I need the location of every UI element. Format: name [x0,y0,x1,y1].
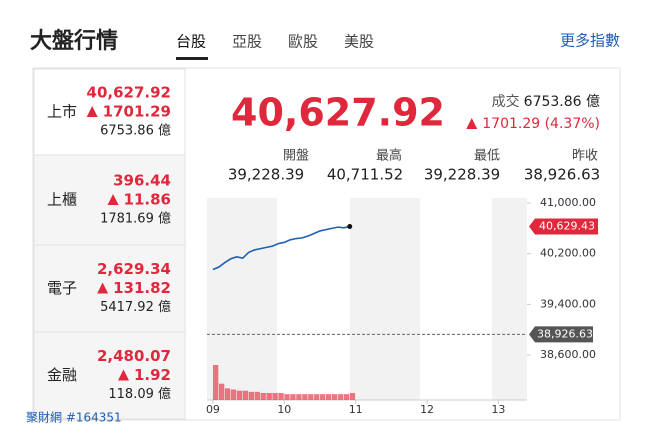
stat-value: 39,228.39 [228,166,304,184]
stat-value: 38,926.63 [524,166,600,184]
index-row[interactable] [33,154,186,246]
index-row[interactable] [33,331,186,420]
index-price: 396.44 [113,172,171,190]
stat-value: 40,711.52 [327,166,403,184]
stat-value: 39,228.39 [424,166,500,184]
volume-bar [314,394,320,400]
index-row[interactable] [33,244,186,333]
quote-volume: 6753.86 億 [524,94,600,110]
prev-close-tag [529,326,593,343]
y-tick-label: 40,200.00 [540,247,596,260]
market-tab[interactable]: 歐股 [288,33,318,51]
index-name: 上櫃 [47,191,77,209]
volume-bar [212,365,219,400]
volume-bar [296,394,302,400]
last-price-tag [529,218,598,235]
y-tick-label: 41,000.00 [540,196,596,209]
volume-bar [308,394,314,400]
session-band [207,198,277,400]
volume-bar [278,393,284,400]
index-price: 40,627.92 [87,84,171,102]
index-amount: 118.09 億 [108,386,171,402]
prev-close-label: 38,926.63 [537,327,593,340]
x-tick-label: 09 [206,403,220,416]
index-name: 金融 [47,366,77,384]
index-change: 1.92 [134,366,171,384]
active-tab-underline [176,57,208,60]
volume-bar [325,394,332,400]
last-point [347,224,353,230]
stat-label: 最高 [376,148,402,164]
index-price: 2,480.07 [97,347,171,365]
index-amount: 5417.92 億 [100,299,171,315]
up-arrow [117,369,129,381]
session-band [492,198,527,400]
quote-price: 40,627.92 [231,91,445,135]
volume-bar [302,394,308,400]
volume-bar [236,390,243,400]
index-amount: 6753.86 億 [100,123,171,139]
x-tick-label: 10 [277,403,291,416]
index-change: 1701.29 [103,103,171,121]
page-title: 大盤行情 [30,28,118,54]
last-price-label: 40,629.43 [539,220,595,233]
volume-bar [331,394,338,400]
y-tick-label: 38,600.00 [540,348,596,361]
up-arrow [107,194,119,205]
volume-bar [224,388,231,400]
more-indices-link[interactable]: 更多指數 [560,32,620,50]
volume-bar [230,389,237,400]
stat-label: 最低 [474,149,500,164]
y-tick-label: 39,400.00 [540,297,596,310]
session-band [350,198,420,400]
stat-label: 開盤 [283,149,309,164]
index-price: 2,629.34 [97,260,171,278]
x-tick-label: 11 [349,403,363,416]
volume-bar [272,393,278,400]
market-tab[interactable]: 台股 [176,33,206,51]
x-tick-label: 12 [420,403,434,416]
market-tab[interactable]: 亞股 [232,33,262,51]
volume-bar [343,394,350,400]
index-amount: 1781.69 億 [100,211,171,227]
footer-watermark: 聚財網 #164351 [26,410,122,425]
volume-bar [248,391,254,400]
volume-bar [320,394,326,400]
index-change: 11.86 [124,191,171,209]
volume-bar [254,391,260,400]
price-line [212,225,350,271]
up-arrow [466,118,478,129]
quote-change: 1701.29 (4.37%) [482,116,600,132]
x-tick-label: 13 [491,403,505,416]
volume-bar [218,383,225,400]
volume-bar [290,394,296,400]
quote-volume-label: 成交 [492,93,520,110]
up-arrow [86,106,98,117]
volume-bar [242,390,249,400]
volume-bar [284,394,290,400]
volume-bar [260,393,266,400]
index-name: 電子 [47,279,77,297]
volume-bar [337,394,344,400]
stat-label: 昨收 [572,149,598,164]
market-tab[interactable]: 美股 [344,33,374,51]
index-name: 上市 [47,103,77,121]
volume-bar [349,393,356,400]
index-change: 131.82 [113,279,171,297]
up-arrow [97,282,109,294]
volume-bar [266,393,272,400]
